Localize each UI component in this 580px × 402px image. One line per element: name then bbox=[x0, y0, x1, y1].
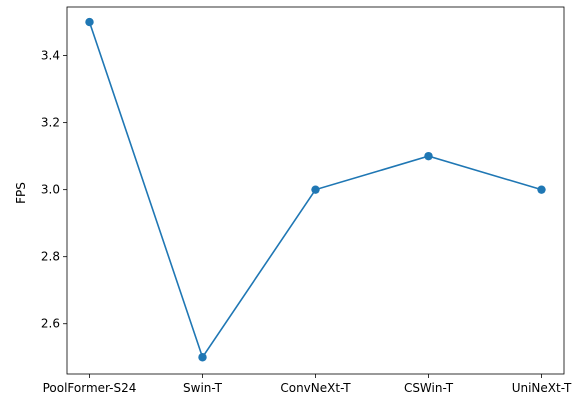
series-layer bbox=[85, 17, 546, 362]
y-tick-label: 3.4 bbox=[41, 49, 60, 63]
data-point bbox=[537, 185, 546, 194]
data-point bbox=[424, 151, 433, 161]
data-point bbox=[198, 353, 207, 362]
y-tick-label: 3.2 bbox=[41, 116, 60, 130]
y-tick-label: 2.8 bbox=[41, 250, 60, 264]
x-tick-label: CSWin-T bbox=[404, 381, 454, 395]
x-tick-label: Swin-T bbox=[183, 381, 223, 395]
x-axis: PoolFormer-S24 Swin-T ConvNeXt-T CSWin-T Uni… bbox=[43, 374, 572, 395]
x-tick-label: UniNeXt-T bbox=[512, 381, 572, 395]
y-axis-label: FPS bbox=[14, 182, 28, 204]
data-point bbox=[85, 17, 94, 27]
y-tick-label: 3.0 bbox=[41, 183, 60, 197]
x-tick-label: PoolFormer-S24 bbox=[43, 381, 137, 395]
y-axis: 2.6 2.8 3.0 3.2 3.4 bbox=[41, 49, 67, 331]
y-tick-label: 2.6 bbox=[41, 317, 60, 331]
data-point bbox=[311, 185, 320, 194]
x-tick-label: ConvNeXt-T bbox=[280, 381, 351, 395]
